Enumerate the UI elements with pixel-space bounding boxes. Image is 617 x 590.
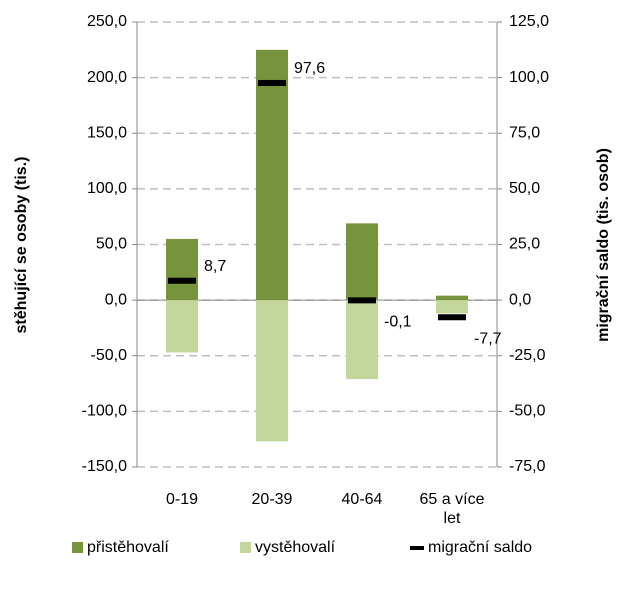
y2-tick-label: 75,0 xyxy=(509,124,540,141)
y2-tick-label: 100,0 xyxy=(509,69,549,86)
y-tick-label: -50,0 xyxy=(91,347,128,364)
y-tick-label: -100,0 xyxy=(82,403,127,420)
bar xyxy=(346,300,378,380)
legend-swatch xyxy=(72,542,83,554)
bar xyxy=(436,295,468,301)
legend-label: přistěhovalí xyxy=(87,539,169,556)
y2-tick-label: -25,0 xyxy=(509,347,546,364)
saldo-marker xyxy=(258,79,286,86)
bar xyxy=(166,300,198,353)
legend-item: přistěhovalí xyxy=(72,538,169,558)
legend-item: migrační saldo xyxy=(410,538,532,558)
x-tick-label: 20-39 xyxy=(251,491,293,508)
y-tick-label: 150,0 xyxy=(87,124,127,141)
legend-label: migrační saldo xyxy=(428,539,533,556)
saldo-marker xyxy=(168,277,196,284)
y-tick-label: 200,0 xyxy=(87,69,127,86)
y-axis-title: stěhující se osoby (tis.) xyxy=(13,157,30,334)
legend-swatch xyxy=(240,542,251,554)
x-tick-label: 40-64 xyxy=(341,491,383,508)
y-tick-label: -150,0 xyxy=(82,458,127,475)
data-label: 97,6 xyxy=(294,60,325,77)
y2-tick-label: -75,0 xyxy=(509,458,546,475)
y-tick-label: 100,0 xyxy=(87,180,127,197)
bar xyxy=(166,238,198,301)
y2-axis-title: migrační saldo (tis. osob) xyxy=(595,148,612,342)
y2-tick-label: -50,0 xyxy=(509,403,546,420)
y2-tick-label: 0,0 xyxy=(509,291,531,308)
bar xyxy=(256,300,288,442)
data-label: 8,7 xyxy=(204,258,226,275)
saldo-marker xyxy=(438,314,466,321)
data-label: -0,1 xyxy=(384,314,412,331)
saldo-marker xyxy=(348,297,376,304)
data-label: -7,7 xyxy=(474,330,502,347)
x-tick-label: 65 a více let xyxy=(419,491,485,527)
x-tick-label: 0-19 xyxy=(165,491,199,508)
bar xyxy=(436,300,468,314)
y-tick-label: 0,0 xyxy=(105,291,127,308)
y2-tick-label: 25,0 xyxy=(509,236,540,253)
legend-swatch xyxy=(410,545,424,550)
y-tick-label: 250,0 xyxy=(87,13,127,30)
y2-tick-label: 125,0 xyxy=(509,13,549,30)
legend-label: vystěhovalí xyxy=(255,539,336,556)
bar xyxy=(256,49,288,301)
legend-item: vystěhovalí xyxy=(240,538,335,558)
bar xyxy=(346,223,378,301)
y2-tick-label: 50,0 xyxy=(509,180,540,197)
y-tick-label: 50,0 xyxy=(96,236,127,253)
